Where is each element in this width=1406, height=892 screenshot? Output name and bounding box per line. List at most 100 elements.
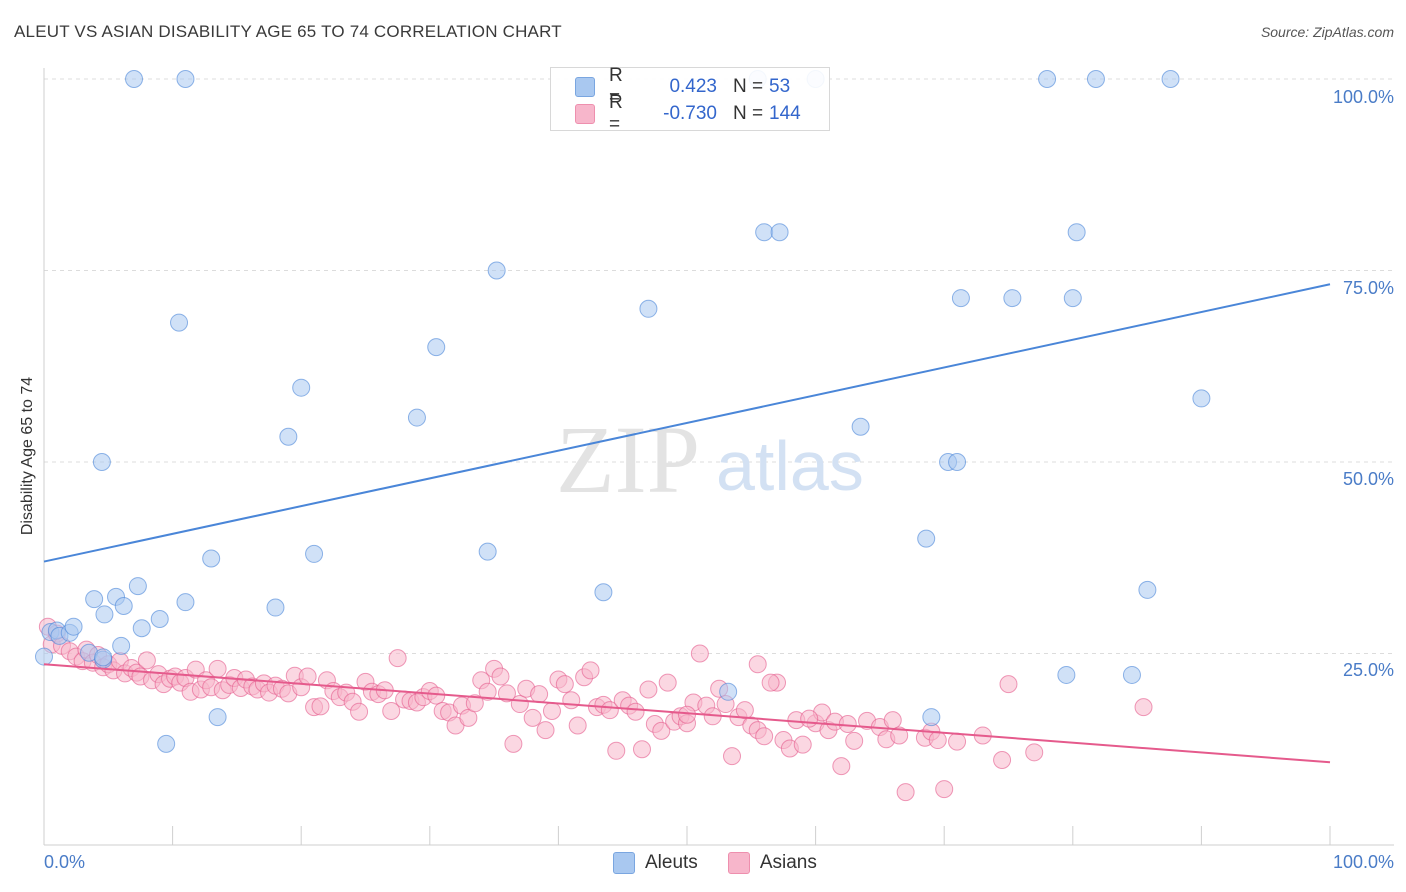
aleuts-point (125, 70, 144, 88)
aleuts-point (176, 593, 195, 612)
aleuts-point (407, 408, 426, 427)
asians-point (890, 726, 909, 745)
y-tick-100: 100.0% (1332, 87, 1394, 107)
asians-point (832, 757, 851, 776)
asians-legend-label: Asians (759, 852, 817, 873)
n-label: N = (733, 76, 764, 97)
aleuts-point (128, 577, 147, 596)
asians-point (581, 661, 600, 680)
aleuts-point (1038, 70, 1057, 88)
asians-point (793, 735, 812, 754)
asians-point (382, 701, 401, 720)
aleuts-point (594, 583, 613, 602)
aleuts-point (922, 708, 941, 727)
asians-point (523, 708, 542, 727)
watermark-zip: ZIP (556, 406, 700, 513)
asians-point (607, 741, 626, 760)
aleuts-point (1057, 665, 1076, 684)
aleuts-point (64, 617, 83, 636)
aleuts-point (114, 597, 133, 616)
aleuts-point (770, 223, 789, 242)
grid-lines (44, 78, 1394, 654)
asians-point (536, 721, 555, 740)
n-label: N = (733, 103, 764, 124)
aleuts-point (266, 598, 285, 617)
asians-point (1134, 698, 1153, 717)
asians-point (658, 673, 677, 692)
stats-legend: R = 0.423 N = 53 R = -0.730 N = 144 (550, 65, 830, 135)
asians-point (497, 684, 516, 703)
asians-point (388, 649, 407, 668)
asians-point (1025, 743, 1044, 762)
aleuts-point (176, 70, 195, 88)
legend-item-aleuts[interactable]: Aleuts (613, 852, 698, 874)
asians-point (311, 697, 330, 716)
aleuts-point (202, 549, 221, 568)
asians-point (626, 702, 645, 721)
aleuts-point (157, 734, 176, 753)
asians-point (748, 655, 767, 674)
aleuts-point (279, 427, 298, 446)
aleuts-point (1003, 289, 1022, 308)
asians-point (208, 659, 227, 678)
asians-point (928, 731, 947, 750)
aleuts-point (719, 682, 738, 701)
legend-row-aleuts: R = 0.423 N = 53 (575, 65, 790, 108)
trend-lines (43, 283, 1331, 764)
asians-point (510, 695, 529, 714)
asians-points (38, 617, 1153, 802)
aleuts-legend-label: Aleuts (645, 852, 698, 873)
asians-point (690, 644, 709, 663)
aleuts-point (1067, 223, 1086, 242)
chart-title: ALEUT VS ASIAN DISABILITY AGE 65 TO 74 C… (14, 22, 562, 41)
asians-point (427, 686, 446, 705)
aleuts-point (94, 648, 113, 667)
aleuts-point (478, 542, 497, 561)
asians-point (350, 702, 369, 721)
asians-point (632, 740, 651, 759)
aleuts-point (755, 223, 774, 242)
aleuts-point (487, 261, 506, 280)
asians-point (838, 714, 857, 733)
aleuts-point (85, 590, 104, 609)
asians-point (896, 783, 915, 802)
aleuts-point (639, 299, 658, 318)
aleuts-points (35, 70, 1211, 753)
axes (43, 68, 1394, 846)
asians-point (735, 701, 754, 720)
aleuts-point (1122, 665, 1141, 684)
aleuts-point (951, 289, 970, 308)
aleuts-point (150, 610, 169, 629)
aleuts-point (1063, 289, 1082, 308)
aleuts-point (92, 453, 111, 471)
aleuts-trend-line (43, 283, 1331, 563)
asians-point (562, 691, 581, 710)
r-value: 0.423 (669, 76, 717, 97)
asians-point (600, 701, 619, 720)
y-tick-75: 75.0% (1342, 278, 1394, 298)
aleuts-legend-swatch (613, 852, 635, 874)
r-value: -0.730 (663, 103, 717, 124)
asians-point (504, 734, 523, 753)
asians-point (639, 680, 658, 699)
aleuts-point (95, 605, 114, 624)
asians-swatch (575, 104, 595, 124)
asians-point (999, 675, 1018, 694)
aleuts-swatch (575, 77, 595, 97)
asians-point (761, 673, 780, 692)
asians-point (491, 667, 510, 686)
asians-point (845, 731, 864, 750)
aleuts-point (427, 338, 446, 357)
asians-point (948, 732, 967, 751)
asians-point (137, 651, 156, 670)
asians-trend-line (43, 663, 1331, 764)
watermark-atlas: atlas (716, 427, 864, 505)
aleuts-point (851, 417, 870, 436)
x-tick-left: 0.0% (44, 852, 86, 872)
legend-row-asians: R = -0.730 N = 144 (575, 92, 801, 135)
y-tick-50: 50.0% (1342, 469, 1394, 489)
legend-item-asians[interactable]: Asians (727, 852, 817, 874)
x-tick-right: 100.0% (1332, 852, 1394, 872)
aleuts-point (35, 647, 53, 666)
